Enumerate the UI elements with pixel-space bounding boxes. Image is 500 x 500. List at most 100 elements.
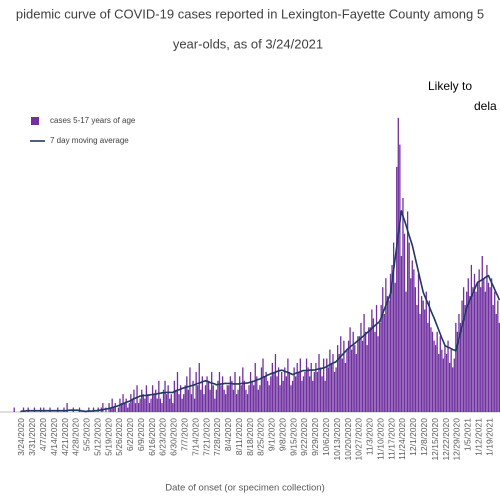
x-tick-label: 4/14/2020 — [49, 418, 59, 456]
bar — [396, 166, 398, 412]
bar — [150, 398, 152, 412]
bar — [203, 394, 205, 412]
bar — [392, 242, 395, 412]
bar — [413, 269, 415, 412]
bar — [399, 144, 401, 413]
bar — [380, 305, 382, 412]
x-tick-label: 12/22/2020 — [441, 418, 451, 461]
bar — [406, 211, 409, 412]
moving-average-line — [20, 210, 500, 413]
bar — [217, 380, 219, 412]
bar — [225, 394, 227, 412]
bar — [382, 287, 384, 412]
bar — [484, 291, 487, 412]
bar — [469, 296, 471, 412]
bar — [181, 398, 183, 412]
bar — [270, 376, 272, 412]
bar — [151, 385, 154, 412]
bar — [354, 345, 356, 412]
bar — [472, 287, 474, 412]
x-tick-label: 1/5/2021 — [463, 418, 473, 451]
x-tick-label: 12/1/2020 — [408, 418, 418, 456]
bar — [22, 407, 25, 412]
bar — [347, 340, 350, 412]
bar — [486, 264, 488, 412]
bar — [209, 389, 211, 412]
bar — [453, 358, 455, 412]
bar — [220, 385, 222, 412]
bar — [344, 362, 347, 412]
bar — [232, 389, 235, 412]
bar — [273, 371, 275, 412]
bar — [385, 278, 387, 412]
bar — [494, 291, 496, 412]
bar — [228, 385, 230, 412]
bar — [109, 407, 112, 412]
bar — [153, 394, 155, 412]
bar — [424, 309, 426, 412]
x-tick-label: 6/30/2020 — [169, 418, 179, 456]
bar — [497, 300, 499, 412]
bar — [276, 376, 278, 412]
bar — [492, 305, 494, 412]
bar — [123, 403, 126, 412]
bar — [442, 358, 445, 412]
bar — [170, 394, 172, 412]
bar — [327, 367, 329, 412]
bar — [164, 380, 166, 412]
bar — [389, 273, 392, 412]
x-tick-label: 1/12/2021 — [473, 418, 483, 456]
bar — [134, 403, 137, 412]
bar — [274, 354, 277, 412]
x-tick-label: 7/28/2020 — [212, 418, 222, 456]
bar — [161, 403, 163, 412]
bar — [33, 407, 36, 412]
x-tick-label: 10/6/2020 — [321, 418, 331, 456]
legend-swatch — [31, 117, 39, 125]
bar — [192, 380, 194, 412]
bar — [204, 385, 207, 412]
bar — [288, 371, 291, 412]
bar — [243, 380, 245, 412]
x-tick-label: 11/10/2020 — [375, 418, 385, 460]
bar — [304, 371, 306, 412]
bar — [221, 376, 224, 412]
bar — [265, 371, 267, 412]
bar — [242, 367, 244, 412]
annotation: dela — [474, 99, 497, 113]
legend-label: 7 day moving average — [50, 136, 129, 145]
bar — [263, 376, 266, 412]
bar — [281, 371, 283, 412]
bar — [307, 367, 309, 412]
bar — [66, 403, 68, 412]
bar — [431, 331, 434, 412]
bar — [312, 380, 314, 412]
bar — [13, 407, 15, 412]
bar — [240, 385, 242, 412]
bar — [259, 385, 261, 412]
bar — [144, 398, 146, 412]
x-tick-label: 5/26/2020 — [114, 418, 124, 456]
bar — [369, 327, 371, 412]
bar — [326, 358, 328, 412]
bar — [39, 407, 42, 412]
bar — [218, 371, 221, 412]
x-tick-label: 8/25/2020 — [256, 418, 266, 456]
bar — [176, 371, 179, 412]
bar — [332, 354, 334, 412]
bar — [249, 371, 252, 412]
bar — [386, 296, 389, 412]
bar — [165, 394, 168, 412]
bar — [229, 376, 232, 412]
bar — [371, 309, 373, 412]
bar — [102, 403, 104, 412]
bar — [298, 371, 300, 412]
bar — [183, 394, 185, 412]
bar — [293, 367, 295, 412]
bar — [378, 322, 381, 412]
bar — [190, 394, 193, 412]
bar — [200, 389, 202, 412]
bar — [296, 362, 298, 412]
bar — [301, 380, 303, 412]
bar — [458, 313, 460, 412]
